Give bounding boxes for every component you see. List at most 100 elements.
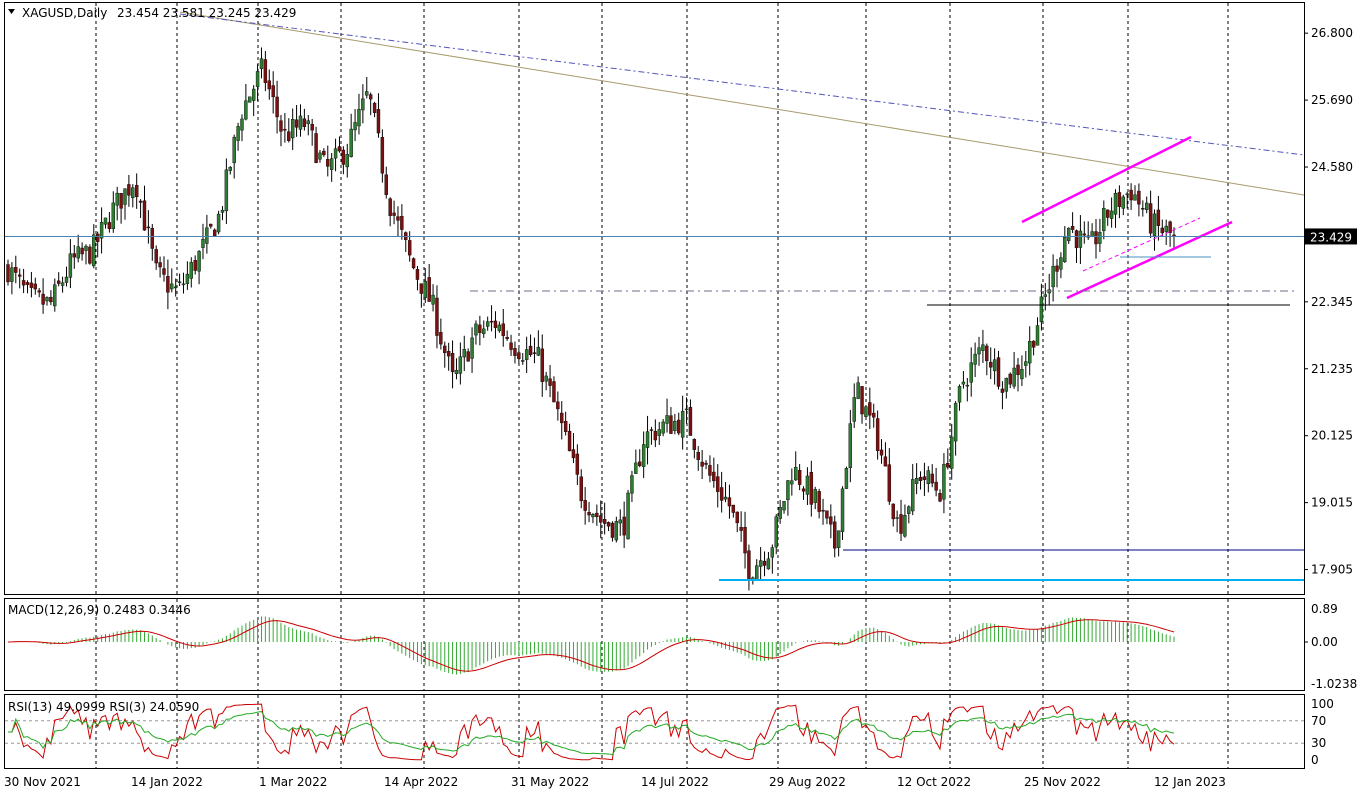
candle-body	[801, 488, 806, 492]
candle-body	[645, 431, 650, 448]
candle-body	[1059, 257, 1063, 270]
candle-body	[244, 100, 248, 120]
candle-body	[544, 375, 548, 382]
candle-body	[1004, 377, 1009, 392]
price-tick-label: 21.235	[1311, 362, 1353, 376]
candle-body	[103, 217, 108, 225]
candle-body	[345, 154, 349, 168]
candle-body	[922, 476, 927, 480]
candle-body	[298, 115, 303, 130]
candle-body	[1070, 226, 1075, 230]
candle-body	[396, 216, 400, 221]
candle-body	[914, 478, 919, 484]
candle-body	[875, 418, 880, 451]
candle-body	[462, 348, 466, 358]
candle-body	[271, 85, 275, 98]
candle-body	[528, 345, 533, 355]
candle-body	[1063, 237, 1067, 263]
candle-body	[232, 136, 236, 164]
price-tick-label: 25.690	[1311, 93, 1353, 107]
candle-body	[864, 406, 868, 417]
candle-body	[860, 386, 864, 415]
candle-body	[661, 421, 665, 434]
candle-body	[524, 349, 529, 360]
candle-body	[185, 273, 190, 285]
candle-body	[88, 246, 92, 264]
collapse-triangle-icon[interactable]	[8, 9, 15, 14]
candle-body	[53, 284, 57, 307]
candle-body	[431, 294, 435, 305]
macd-panel-frame	[4, 598, 1305, 691]
candle-body	[634, 462, 638, 474]
candle-body	[166, 275, 170, 293]
candle-body	[21, 280, 26, 286]
candle-body	[501, 323, 505, 337]
candle-body	[361, 98, 365, 111]
candle-body	[41, 293, 45, 305]
candle-body	[427, 277, 431, 302]
candle-body	[778, 507, 782, 519]
candle-body	[755, 565, 759, 580]
candle-body	[1074, 230, 1079, 249]
candle-body	[591, 514, 595, 518]
time-label: 12 Oct 2022	[897, 775, 971, 789]
rsi-panel[interactable]: 100 70 30 0	[5, 697, 1334, 767]
time-label: 14 Apr 2022	[384, 775, 458, 789]
candle-body	[37, 290, 41, 293]
candle-body	[899, 514, 903, 534]
candle-body	[72, 253, 76, 258]
candle-body	[92, 234, 96, 267]
candle-body	[454, 370, 459, 375]
candle-body	[747, 550, 751, 579]
rsi3-line	[8, 703, 1175, 761]
candle-body	[127, 184, 131, 196]
candle-body	[517, 352, 521, 359]
current-price-badge	[1305, 228, 1357, 245]
candle-body	[739, 527, 743, 531]
candle-body	[957, 386, 962, 403]
candle-body	[14, 267, 18, 273]
candle-body	[1098, 232, 1102, 244]
candle-body	[953, 403, 958, 442]
price-tick-label: 22.345	[1311, 295, 1353, 309]
candle-body	[205, 227, 209, 244]
candle-body	[400, 215, 404, 230]
candle-body	[1024, 361, 1028, 366]
price-panel[interactable]	[5, 11, 1305, 591]
channel-mid-line[interactable]	[1082, 217, 1201, 272]
candle-body	[99, 222, 104, 239]
macd-panel[interactable]: 0.89 0.00 -1.0238	[7, 602, 1357, 691]
price-panel-frame	[4, 2, 1305, 595]
long-trendline[interactable]	[179, 11, 1305, 196]
candle-body	[329, 158, 334, 170]
channel-lower-line[interactable]	[1066, 220, 1233, 300]
candle-body	[1094, 231, 1098, 245]
candle-body	[1137, 190, 1141, 205]
candle-body	[64, 276, 69, 283]
candle-body	[762, 560, 767, 566]
dashed-trendline[interactable]	[179, 13, 1305, 156]
candle-body	[337, 146, 342, 152]
time-label: 30 Nov 2021	[4, 775, 81, 789]
candle-body	[716, 476, 720, 492]
symbol-ohlc: 23.454 23.581 23.245 23.429	[117, 6, 296, 20]
macd-tick-label: 0.89	[1311, 602, 1338, 616]
candle-body	[708, 465, 712, 476]
candle-body	[1160, 227, 1165, 234]
candle-body	[907, 506, 911, 515]
candle-body	[119, 193, 123, 209]
candle-body	[240, 118, 244, 131]
candle-body	[560, 412, 564, 424]
candle-body	[489, 320, 494, 323]
candle-body	[279, 120, 283, 132]
candle-body	[575, 453, 580, 475]
candle-body	[653, 430, 658, 441]
candle-body	[872, 412, 876, 418]
candle-body	[887, 464, 892, 502]
symbol-header: XAGUSD,Daily 23.454 23.581 23.245 23.429	[8, 6, 296, 20]
channel-upper-line[interactable]	[1021, 135, 1192, 224]
candle-body	[1129, 189, 1133, 201]
macd-title: MACD(12,26,9) 0.2483 0.3446	[8, 603, 191, 617]
symbol-name: XAGUSD,Daily	[22, 6, 107, 20]
